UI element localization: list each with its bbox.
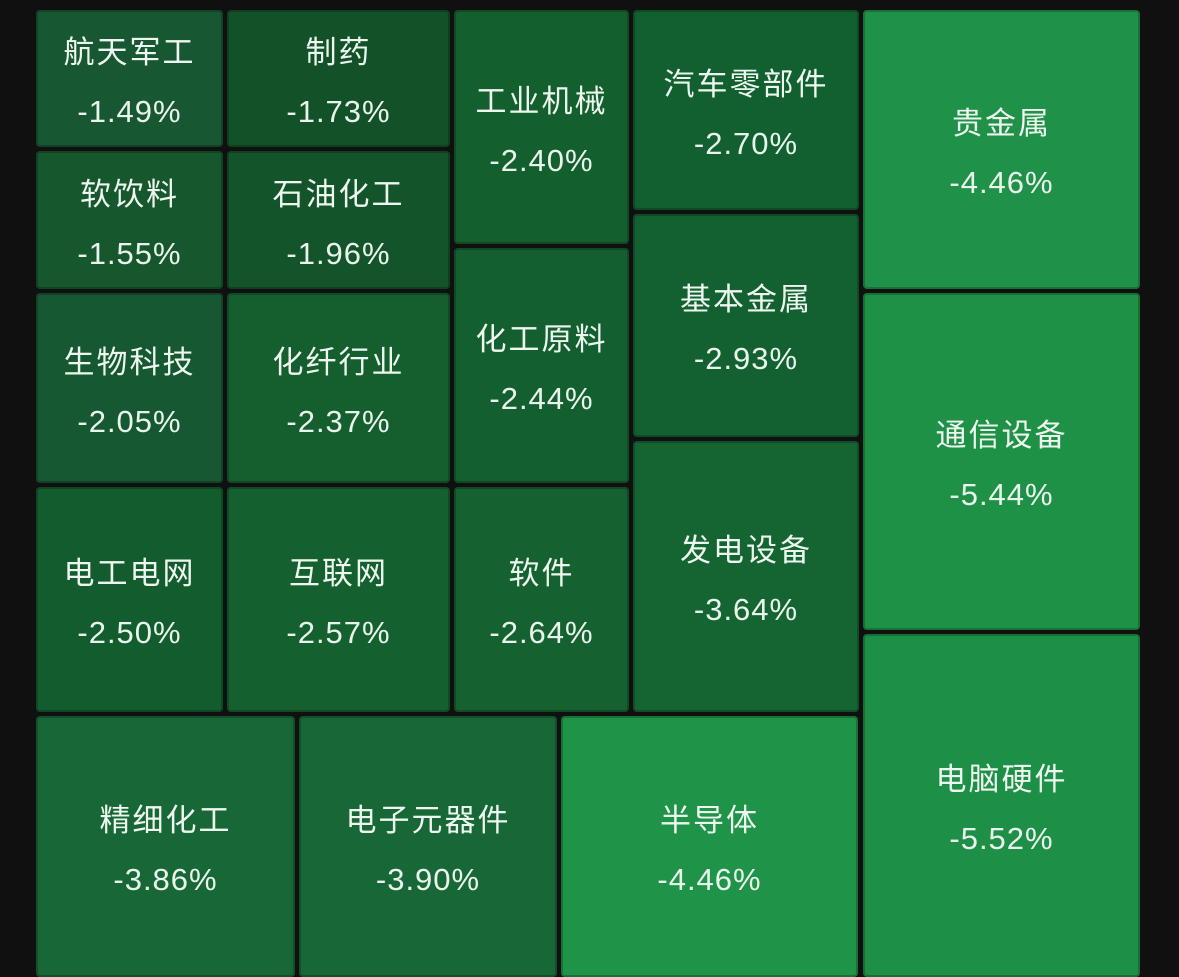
sector-change: -3.90% [375,862,481,897]
sector-name: 制药 [305,35,372,70]
sector-change: -2.05% [77,403,182,439]
sector-change: -1.96% [286,235,391,271]
sector-change: -2.44% [489,381,594,416]
treemap-tile[interactable]: 软件 -2.64% [454,487,629,712]
sector-name: 汽车零部件 [663,66,829,102]
sector-name: 电工电网 [63,556,196,591]
sector-change: -5.52% [949,821,1054,856]
treemap-tile[interactable]: 基本金属 -2.93% [633,214,859,437]
treemap-tile[interactable]: 生物科技 -2.05% [36,293,223,483]
sector-change: -2.64% [489,615,594,650]
sector-change: -2.70% [693,125,799,161]
sector-change: -4.46% [657,862,762,897]
sector-change: -3.64% [693,592,799,627]
sector-change: -1.55% [77,235,182,271]
sector-change: -3.86% [113,862,218,897]
treemap-tile[interactable]: 汽车零部件 -2.70% [633,10,859,210]
treemap-tile[interactable]: 电工电网 -2.50% [36,487,223,712]
treemap-tile[interactable]: 通信设备 -5.44% [863,293,1140,630]
treemap-tile[interactable]: 互联网 -2.57% [227,487,450,712]
sector-change: -2.40% [489,142,594,178]
sector-name: 化纤行业 [272,344,405,380]
sector-name: 工业机械 [475,83,608,119]
treemap-tile[interactable]: 电脑硬件 -5.52% [863,634,1140,977]
sector-name: 精细化工 [99,803,232,838]
sector-name: 互联网 [289,556,388,591]
sector-change: -2.37% [286,403,391,439]
sector-change: -1.73% [286,94,391,129]
sector-name: 半导体 [660,803,759,838]
sector-name: 生物科技 [63,344,196,380]
treemap-tile[interactable]: 制药 -1.73% [227,10,450,147]
sector-change: -4.46% [949,165,1054,200]
sector-name: 软件 [508,556,575,591]
treemap-tile[interactable]: 化纤行业 -2.37% [227,293,450,483]
sector-change: -2.50% [77,615,182,650]
treemap-tile[interactable]: 石油化工 -1.96% [227,151,450,289]
treemap-tile[interactable]: 贵金属 -4.46% [863,10,1140,289]
sector-change: -2.93% [693,341,799,376]
sector-name: 软饮料 [80,176,179,212]
sector-change: -5.44% [949,477,1054,512]
sector-name: 电子元器件 [345,803,511,838]
sector-name: 基本金属 [680,282,812,317]
sector-name: 石油化工 [272,176,405,212]
sector-name: 发电设备 [680,533,812,568]
sector-change: -2.57% [286,615,391,650]
treemap-tile[interactable]: 发电设备 -3.64% [633,441,859,712]
sector-name: 电脑硬件 [935,762,1068,797]
sector-name: 航天军工 [63,35,196,70]
treemap-tile[interactable]: 工业机械 -2.40% [454,10,629,244]
sector-name: 化工原料 [475,322,608,357]
treemap-tile[interactable]: 半导体 -4.46% [561,716,858,977]
sector-change: -1.49% [77,94,182,129]
treemap-tile[interactable]: 电子元器件 -3.90% [299,716,557,977]
sector-name: 通信设备 [935,418,1068,453]
treemap-tile[interactable]: 航天军工 -1.49% [36,10,223,147]
sector-name: 贵金属 [952,106,1051,141]
treemap-tile[interactable]: 软饮料 -1.55% [36,151,223,289]
treemap-tile[interactable]: 精细化工 -3.86% [36,716,295,977]
treemap-tile[interactable]: 化工原料 -2.44% [454,248,629,483]
